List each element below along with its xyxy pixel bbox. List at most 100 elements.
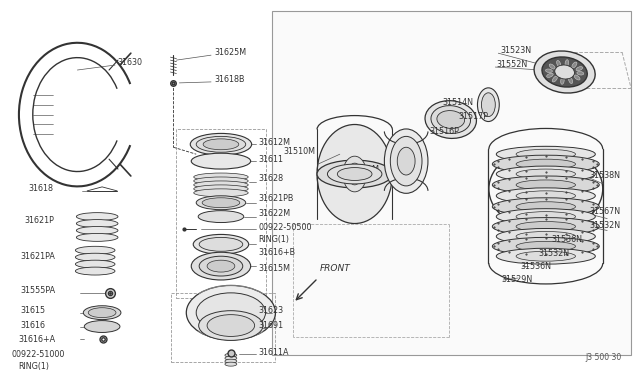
Ellipse shape (196, 137, 246, 152)
Ellipse shape (76, 260, 115, 268)
Ellipse shape (516, 191, 575, 201)
Ellipse shape (572, 62, 577, 68)
Text: 31529N: 31529N (501, 276, 532, 285)
Text: 31611A: 31611A (259, 348, 289, 357)
Ellipse shape (76, 213, 118, 221)
Text: FRONT: FRONT (320, 264, 351, 273)
Ellipse shape (194, 173, 248, 181)
Ellipse shape (496, 146, 595, 162)
Bar (177, 129, 266, 298)
Text: 31517P: 31517P (459, 112, 489, 121)
Text: 31555PA: 31555PA (21, 286, 56, 295)
Text: 31532N: 31532N (589, 221, 621, 230)
Ellipse shape (194, 177, 248, 185)
Ellipse shape (516, 202, 575, 212)
Ellipse shape (516, 149, 575, 159)
Text: 31532N: 31532N (539, 249, 570, 258)
Ellipse shape (76, 234, 118, 241)
Ellipse shape (76, 246, 115, 254)
Text: RING(1): RING(1) (18, 362, 49, 371)
Text: 31516P: 31516P (429, 127, 459, 136)
Text: 31616: 31616 (21, 321, 46, 330)
Ellipse shape (190, 134, 252, 155)
Ellipse shape (88, 308, 116, 318)
Ellipse shape (437, 110, 465, 128)
Ellipse shape (492, 176, 599, 194)
Ellipse shape (337, 167, 372, 180)
Ellipse shape (397, 147, 415, 175)
Text: 31511M: 31511M (348, 164, 380, 174)
Ellipse shape (516, 159, 575, 169)
Ellipse shape (555, 65, 575, 79)
Text: 31611: 31611 (259, 155, 284, 164)
Ellipse shape (317, 160, 392, 188)
Ellipse shape (194, 185, 248, 193)
Ellipse shape (198, 311, 263, 340)
Text: 31567N: 31567N (589, 207, 621, 216)
Ellipse shape (576, 67, 582, 71)
Ellipse shape (199, 237, 243, 251)
Ellipse shape (516, 231, 575, 241)
Text: 31621P: 31621P (25, 216, 55, 225)
Ellipse shape (199, 256, 243, 276)
Ellipse shape (76, 227, 118, 234)
Ellipse shape (516, 212, 575, 222)
Bar (172, 293, 275, 362)
Ellipse shape (186, 285, 275, 340)
Ellipse shape (477, 88, 499, 122)
Text: 31625M: 31625M (214, 48, 246, 57)
Text: 31691: 31691 (259, 321, 284, 330)
Ellipse shape (194, 181, 248, 189)
Bar (273, 10, 631, 355)
Text: 31612M: 31612M (259, 138, 291, 147)
Ellipse shape (196, 196, 246, 210)
Text: 00922-50500: 00922-50500 (259, 223, 312, 232)
Ellipse shape (343, 156, 367, 192)
Ellipse shape (565, 60, 568, 67)
Ellipse shape (431, 106, 470, 134)
Ellipse shape (203, 139, 239, 150)
Ellipse shape (557, 61, 561, 67)
Ellipse shape (496, 248, 595, 264)
Ellipse shape (207, 260, 235, 272)
Ellipse shape (552, 76, 557, 82)
Text: 31523N: 31523N (500, 46, 531, 55)
Ellipse shape (207, 315, 255, 336)
Ellipse shape (76, 219, 118, 228)
Ellipse shape (425, 101, 476, 138)
Ellipse shape (545, 69, 552, 73)
Ellipse shape (194, 189, 248, 197)
Ellipse shape (577, 71, 584, 75)
Ellipse shape (516, 241, 575, 251)
Ellipse shape (561, 77, 564, 84)
Ellipse shape (534, 51, 595, 93)
Ellipse shape (492, 237, 599, 255)
Text: 00922-51000: 00922-51000 (11, 350, 65, 359)
Ellipse shape (198, 211, 244, 222)
Ellipse shape (317, 125, 392, 224)
Ellipse shape (225, 359, 237, 363)
Ellipse shape (516, 180, 575, 190)
Text: 31552N: 31552N (496, 60, 527, 68)
Text: 31536N: 31536N (520, 262, 551, 270)
Text: 31615: 31615 (21, 306, 46, 315)
Ellipse shape (390, 137, 422, 186)
Ellipse shape (568, 77, 573, 84)
Text: 31616+A: 31616+A (18, 335, 55, 344)
Text: 31622M: 31622M (259, 209, 291, 218)
Ellipse shape (328, 164, 382, 184)
Ellipse shape (492, 155, 599, 173)
Ellipse shape (496, 188, 595, 204)
Text: 31538N: 31538N (589, 171, 620, 180)
Ellipse shape (496, 209, 595, 225)
Text: 31618B: 31618B (214, 76, 244, 84)
Text: 31616+B: 31616+B (259, 248, 296, 257)
Ellipse shape (492, 218, 599, 235)
Ellipse shape (542, 57, 588, 87)
Ellipse shape (83, 306, 121, 320)
Text: J3 500 30: J3 500 30 (586, 353, 621, 362)
Ellipse shape (516, 251, 575, 261)
Ellipse shape (492, 198, 599, 216)
Text: 31536N: 31536N (552, 235, 583, 244)
Ellipse shape (191, 252, 251, 280)
